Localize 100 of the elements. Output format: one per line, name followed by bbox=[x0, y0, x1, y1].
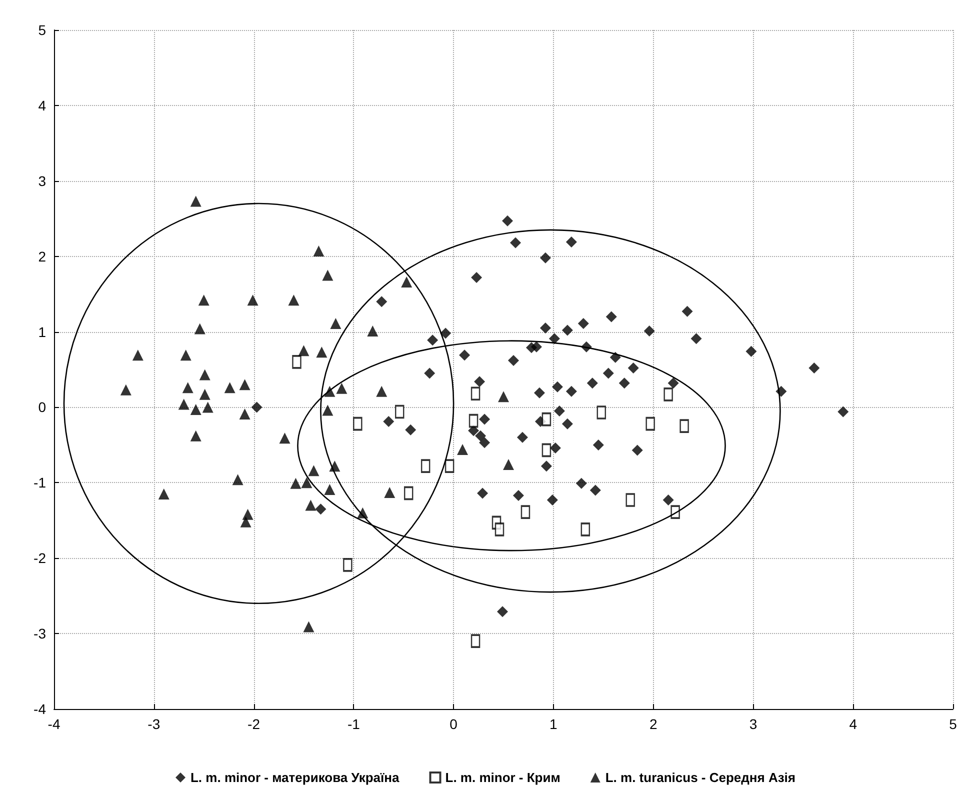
point bbox=[548, 333, 560, 344]
y-tick-label: 4 bbox=[38, 97, 46, 114]
point bbox=[316, 346, 328, 358]
point bbox=[540, 460, 552, 472]
point bbox=[552, 381, 563, 392]
y-tick-label: 3 bbox=[38, 172, 46, 189]
point bbox=[602, 368, 614, 379]
point bbox=[468, 414, 478, 428]
point bbox=[383, 416, 394, 428]
point bbox=[497, 606, 508, 618]
point bbox=[324, 484, 336, 495]
point bbox=[120, 384, 132, 396]
y-tick-label: 0 bbox=[38, 399, 46, 416]
point bbox=[646, 417, 656, 431]
point bbox=[239, 408, 250, 420]
point bbox=[662, 494, 674, 506]
point bbox=[566, 386, 577, 397]
point bbox=[502, 215, 513, 226]
point bbox=[746, 346, 757, 357]
point bbox=[508, 354, 519, 366]
point bbox=[644, 326, 655, 337]
point bbox=[376, 296, 388, 308]
y-tick-label: -1 bbox=[34, 474, 46, 491]
point bbox=[479, 437, 490, 448]
x-tick-label: -2 bbox=[248, 716, 260, 732]
point bbox=[182, 382, 194, 394]
x-tick-label: 2 bbox=[649, 716, 658, 732]
point bbox=[586, 378, 598, 389]
point bbox=[510, 237, 521, 248]
point bbox=[471, 272, 482, 283]
y-tick-label: 2 bbox=[38, 248, 46, 264]
point bbox=[516, 432, 528, 443]
point bbox=[288, 294, 300, 306]
point bbox=[546, 494, 558, 506]
point bbox=[336, 382, 348, 394]
point bbox=[530, 341, 542, 352]
point bbox=[596, 406, 606, 420]
point bbox=[502, 459, 514, 470]
point bbox=[190, 430, 202, 442]
point bbox=[322, 270, 334, 281]
point bbox=[301, 477, 312, 488]
point bbox=[322, 404, 334, 416]
point bbox=[534, 387, 545, 398]
legend-label: L. m. minor - материкова Україна bbox=[190, 770, 400, 785]
point bbox=[479, 414, 490, 425]
point bbox=[239, 379, 250, 390]
point bbox=[158, 488, 170, 500]
point bbox=[470, 386, 480, 400]
point bbox=[618, 378, 630, 389]
point bbox=[512, 490, 524, 501]
point bbox=[626, 493, 636, 507]
point bbox=[292, 355, 302, 369]
point bbox=[610, 352, 621, 363]
point bbox=[606, 311, 617, 322]
point bbox=[298, 345, 310, 356]
x-tick-label: -3 bbox=[148, 716, 160, 732]
point bbox=[680, 419, 690, 433]
point bbox=[592, 439, 604, 450]
point bbox=[580, 522, 590, 536]
point bbox=[550, 442, 561, 454]
point bbox=[303, 621, 314, 632]
point bbox=[240, 516, 252, 528]
point bbox=[542, 443, 552, 457]
point bbox=[251, 402, 262, 413]
point bbox=[578, 318, 589, 329]
point bbox=[202, 402, 214, 413]
point bbox=[330, 318, 342, 329]
point bbox=[376, 386, 388, 397]
x-tick-label: 3 bbox=[749, 716, 758, 732]
point bbox=[494, 522, 504, 536]
point bbox=[668, 378, 679, 389]
point bbox=[405, 424, 416, 436]
legend-label: L. m. minor - Крим bbox=[445, 770, 560, 785]
x-tick-label: 4 bbox=[849, 716, 858, 732]
point bbox=[178, 398, 190, 410]
point bbox=[498, 391, 509, 402]
point bbox=[470, 634, 480, 648]
point bbox=[474, 376, 486, 388]
point bbox=[367, 326, 378, 337]
x-tick-label: 5 bbox=[949, 716, 958, 732]
point bbox=[562, 324, 573, 336]
y-tick-label: -4 bbox=[34, 701, 46, 717]
legend-label: L. m. turanicus - Середня Азія bbox=[605, 770, 796, 785]
point bbox=[190, 404, 202, 415]
x-tick-label: 1 bbox=[550, 716, 558, 732]
point bbox=[308, 465, 320, 476]
point bbox=[305, 500, 316, 511]
point bbox=[194, 323, 206, 334]
point bbox=[352, 417, 362, 431]
point bbox=[664, 388, 674, 402]
point bbox=[540, 252, 551, 264]
point bbox=[444, 459, 454, 473]
point bbox=[384, 486, 396, 498]
point bbox=[132, 350, 144, 361]
point bbox=[690, 333, 702, 344]
point bbox=[475, 430, 486, 442]
point bbox=[540, 322, 551, 334]
y-tick-label: 1 bbox=[38, 324, 46, 340]
point bbox=[224, 382, 236, 394]
point bbox=[424, 368, 436, 379]
